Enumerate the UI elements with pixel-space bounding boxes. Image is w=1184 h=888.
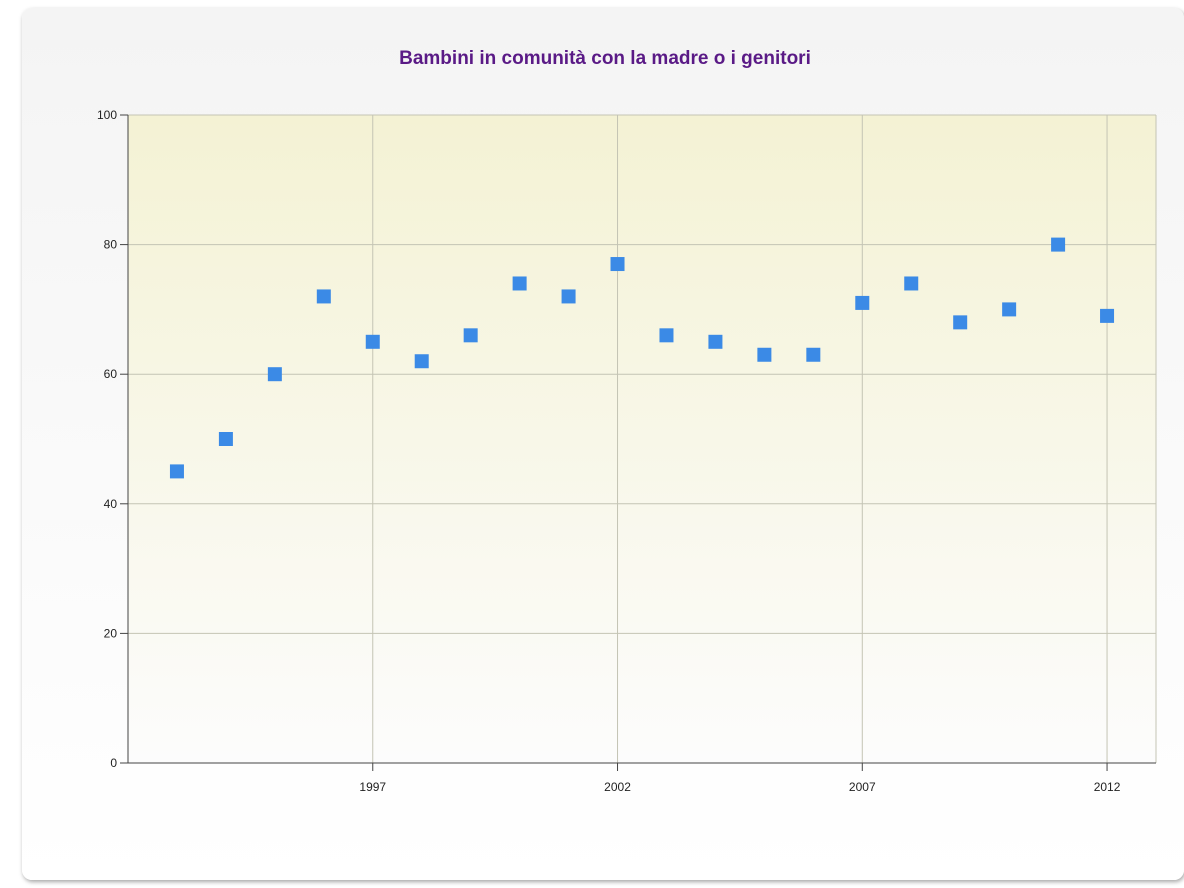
data-point (1100, 308, 1115, 323)
data-point (757, 347, 772, 362)
data-point (610, 257, 625, 272)
axes (120, 114, 1156, 771)
x-tick-label: 2002 (604, 780, 631, 794)
data-point (169, 464, 184, 479)
data-point (463, 328, 478, 343)
tick-labels: 0 20 40 60 80 100 1997 2002 2007 2012 (97, 108, 1121, 794)
grid-lines (128, 114, 1157, 763)
y-tick-label: 40 (104, 497, 118, 511)
data-point (1051, 237, 1066, 252)
y-tick-label: 60 (104, 367, 118, 381)
data-point (414, 354, 429, 369)
data-point (267, 367, 282, 382)
data-points (169, 237, 1115, 479)
data-point (218, 432, 233, 446)
x-tick-label: 1997 (359, 780, 386, 794)
data-point (806, 347, 821, 362)
data-point (659, 328, 674, 343)
y-tick-label: 100 (97, 108, 117, 122)
y-tick-label: 80 (104, 238, 118, 252)
data-point (561, 289, 576, 304)
y-tick-label: 0 (110, 756, 117, 770)
data-point (855, 295, 870, 310)
data-point (512, 276, 527, 291)
plot-area (128, 115, 1156, 763)
data-point (1002, 302, 1017, 317)
data-point (365, 334, 380, 349)
y-tick-label: 20 (104, 626, 118, 640)
data-point (708, 334, 723, 349)
data-point (953, 315, 968, 330)
data-point (904, 276, 919, 291)
data-point (316, 289, 331, 304)
x-tick-label: 2007 (849, 780, 876, 794)
x-tick-label: 2012 (1094, 780, 1121, 794)
chart-title: Bambini in comunità con la madre o i gen… (399, 48, 811, 69)
